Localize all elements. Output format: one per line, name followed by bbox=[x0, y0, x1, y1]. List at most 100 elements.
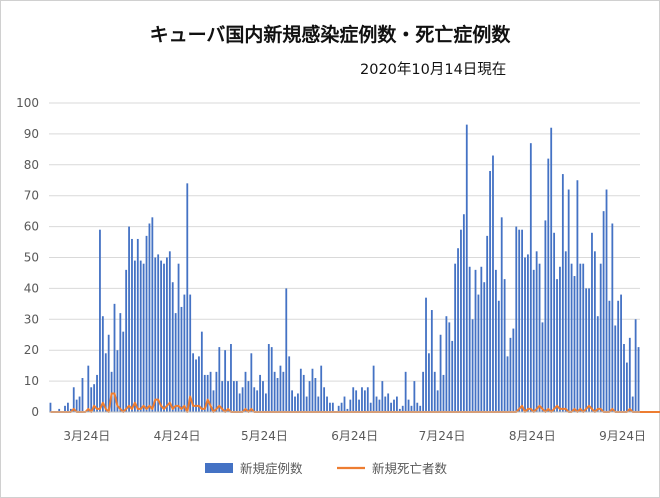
bar-cases bbox=[90, 387, 93, 412]
bar-cases bbox=[104, 353, 107, 412]
bar-cases bbox=[454, 263, 457, 412]
bar-cases bbox=[224, 350, 227, 412]
bar-cases bbox=[230, 344, 232, 412]
x-tick-label: 3月24日 bbox=[63, 429, 110, 443]
bar-cases bbox=[486, 235, 489, 412]
bar-cases bbox=[131, 238, 133, 412]
bar-cases bbox=[346, 408, 349, 412]
x-tick-label: 5月24日 bbox=[241, 429, 288, 443]
bar-cases bbox=[582, 263, 585, 412]
bar-cases bbox=[541, 322, 544, 412]
bar-cases bbox=[308, 381, 311, 412]
bar-cases bbox=[585, 288, 588, 412]
x-tick-label: 7月24日 bbox=[419, 429, 466, 443]
bar-cases bbox=[462, 214, 465, 412]
bar-cases bbox=[544, 220, 547, 412]
bar-cases bbox=[352, 387, 355, 412]
y-tick-label: 80 bbox=[24, 158, 39, 172]
bar-cases bbox=[282, 371, 285, 412]
bar-cases bbox=[570, 263, 573, 412]
y-tick-label: 30 bbox=[24, 312, 39, 326]
bar-cases bbox=[451, 340, 454, 412]
bar-cases bbox=[471, 319, 474, 412]
bar-cases bbox=[561, 174, 564, 412]
x-tick-label: 8月24日 bbox=[509, 429, 556, 443]
x-tick-label: 4月24日 bbox=[154, 429, 201, 443]
y-tick-label: 0 bbox=[31, 405, 39, 419]
bar-cases bbox=[326, 396, 328, 412]
bar-cases bbox=[93, 384, 96, 412]
bar-cases bbox=[422, 371, 425, 412]
bar-cases bbox=[244, 371, 247, 412]
bar-cases bbox=[428, 353, 430, 412]
bar-cases bbox=[331, 402, 334, 412]
bar-cases bbox=[69, 408, 72, 412]
bar-cases bbox=[259, 374, 261, 412]
bar-cases bbox=[317, 396, 320, 412]
bar-cases bbox=[474, 269, 477, 412]
bar-cases bbox=[305, 396, 308, 412]
bar-cases bbox=[151, 217, 154, 412]
bar-cases bbox=[218, 347, 221, 412]
bar-cases bbox=[366, 387, 369, 412]
y-tick-label: 90 bbox=[24, 127, 39, 141]
bar-cases bbox=[396, 396, 398, 412]
bar-cases bbox=[538, 263, 541, 412]
bar-cases bbox=[567, 189, 570, 412]
bar-cases bbox=[483, 282, 486, 412]
bar-cases bbox=[113, 303, 116, 412]
bar-cases bbox=[599, 263, 602, 412]
bar-cases bbox=[375, 396, 378, 412]
bar-cases bbox=[602, 211, 605, 412]
bar-cases bbox=[477, 294, 480, 412]
legend: 新規症例数 新規死亡者数 bbox=[205, 461, 448, 476]
bar-cases bbox=[413, 381, 416, 412]
bar-cases bbox=[160, 260, 162, 412]
bar-cases bbox=[337, 405, 340, 412]
bar-cases bbox=[611, 223, 614, 412]
bar-cases bbox=[608, 300, 611, 412]
bar-cases bbox=[559, 266, 561, 412]
bar-cases bbox=[550, 127, 553, 412]
bar-cases bbox=[133, 260, 136, 412]
bar-cases bbox=[96, 374, 98, 412]
bar-cases bbox=[468, 266, 471, 412]
bar-cases bbox=[369, 402, 372, 412]
bar-cases bbox=[81, 378, 84, 412]
bar-cases bbox=[163, 263, 165, 412]
bar-cases bbox=[576, 180, 579, 412]
bar-cases bbox=[378, 399, 381, 412]
bar-cases bbox=[183, 294, 186, 412]
bar-cases bbox=[148, 223, 151, 412]
bar-cases bbox=[535, 251, 538, 412]
y-tick-label: 60 bbox=[24, 220, 39, 234]
bar-cases bbox=[494, 269, 497, 412]
bar-cases bbox=[323, 387, 326, 412]
bar-cases bbox=[125, 269, 128, 412]
bar-cases bbox=[503, 279, 506, 412]
bar-cases bbox=[593, 251, 596, 412]
bar-cases bbox=[529, 143, 532, 413]
bar-cases bbox=[518, 229, 521, 412]
bar-cases bbox=[625, 362, 628, 412]
bar-cases bbox=[311, 368, 314, 412]
bar-cases bbox=[253, 387, 256, 412]
bar-cases bbox=[372, 365, 375, 412]
bar-cases bbox=[361, 387, 363, 412]
bar-cases bbox=[390, 402, 392, 412]
bar-cases bbox=[78, 396, 81, 412]
bar-cases bbox=[547, 158, 550, 412]
bar-cases bbox=[564, 251, 567, 412]
bar-cases bbox=[457, 248, 459, 412]
bar-cases bbox=[264, 393, 267, 412]
bar-cases bbox=[200, 331, 203, 412]
bar-cases bbox=[75, 399, 78, 412]
bar-cases bbox=[439, 334, 442, 412]
bar-cases bbox=[273, 371, 276, 412]
bar-cases bbox=[588, 288, 590, 412]
bar-cases bbox=[445, 316, 448, 412]
bar-cases bbox=[238, 393, 241, 412]
bar-cases bbox=[209, 371, 212, 412]
bar-cases bbox=[177, 263, 180, 412]
